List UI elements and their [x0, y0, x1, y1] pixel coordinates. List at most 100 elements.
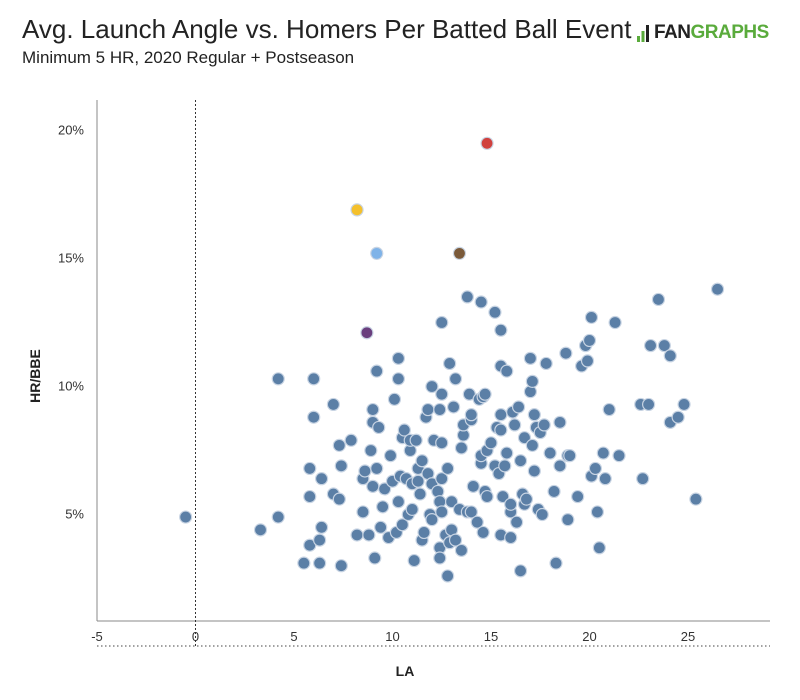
data-point: [504, 530, 518, 545]
data-point: [464, 408, 478, 422]
data-point: [372, 420, 386, 435]
data-point: [549, 556, 563, 570]
chart-subtitle: Minimum 5 HR, 2020 Regular + Postseason: [22, 48, 355, 67]
data-point: [446, 400, 461, 414]
y-tick-labels: 5% 10% 15% 20%: [58, 123, 84, 522]
data-point: [387, 392, 402, 406]
data-point: [657, 338, 671, 353]
data-point: [608, 315, 622, 330]
data-point: [671, 410, 685, 424]
data-point: [366, 479, 380, 493]
x-axis-label: LA: [396, 663, 415, 679]
data-point: [476, 525, 490, 540]
data-point: [527, 408, 541, 422]
data-point: [517, 431, 532, 445]
data-point: [513, 454, 528, 468]
data-point: [391, 351, 406, 365]
data-point: [435, 315, 449, 330]
y-tick-label: 10%: [58, 379, 84, 394]
data-point: [405, 502, 419, 516]
data-point: [478, 387, 492, 401]
data-point: [494, 423, 508, 437]
data-point: [500, 446, 514, 460]
data-point: [334, 459, 348, 473]
highlighted-data-point: [370, 246, 384, 260]
data-point: [313, 556, 327, 570]
x-tick-label: 5: [290, 629, 297, 644]
data-point: [464, 505, 478, 519]
data-point: [425, 513, 439, 527]
data-point: [553, 459, 567, 473]
data-point: [344, 433, 358, 447]
data-point: [445, 495, 459, 509]
data-point: [494, 323, 508, 337]
data-point: [411, 474, 425, 488]
data-point: [598, 472, 612, 486]
data-point: [307, 372, 321, 386]
data-point: [391, 372, 406, 386]
data-point: [511, 400, 526, 414]
data-point: [527, 464, 541, 478]
data-point: [441, 569, 455, 583]
data-point: [271, 372, 285, 386]
highlighted-data-point: [480, 136, 494, 150]
data-point: [561, 513, 575, 527]
data-point: [334, 559, 348, 573]
fangraphs-logo: FANGRAPHS: [636, 20, 769, 46]
data-point: [543, 446, 557, 460]
data-point: [413, 487, 427, 501]
logo-text-fan: FAN: [654, 22, 691, 43]
data-point: [417, 525, 431, 540]
data-point: [370, 461, 384, 476]
data-points: [179, 136, 725, 583]
data-point: [677, 397, 691, 412]
data-point: [636, 472, 650, 486]
data-point: [641, 397, 656, 412]
data-point: [395, 518, 409, 532]
data-point: [409, 433, 423, 447]
data-point: [584, 310, 599, 324]
data-point: [303, 489, 317, 504]
highlighted-data-point: [360, 326, 374, 340]
data-point: [500, 364, 514, 378]
data-point: [435, 472, 449, 486]
data-point: [651, 292, 666, 307]
data-point: [498, 459, 512, 473]
chart-title: Avg. Launch Angle vs. Homers Per Batted …: [22, 14, 632, 44]
data-point: [537, 418, 551, 432]
data-point: [376, 500, 390, 514]
y-tick-label: 5%: [65, 507, 84, 522]
data-point: [313, 533, 327, 547]
data-point: [391, 495, 406, 509]
data-point: [368, 551, 382, 565]
y-tick-label: 20%: [58, 123, 84, 138]
data-point: [271, 510, 285, 524]
data-point: [559, 346, 573, 360]
data-point: [519, 492, 534, 506]
data-point: [592, 541, 606, 555]
data-point: [370, 364, 384, 378]
data-point: [415, 454, 429, 468]
data-point: [356, 505, 370, 519]
data-point: [421, 402, 435, 417]
data-point: [535, 507, 549, 522]
data-point: [494, 408, 508, 422]
data-point: [433, 402, 447, 417]
data-point: [484, 436, 498, 450]
data-point: [563, 449, 577, 463]
data-point: [366, 402, 380, 417]
axes: [96, 100, 770, 647]
data-point: [523, 351, 538, 365]
highlighted-data-point: [452, 246, 467, 260]
x-tick-label: 20: [582, 629, 596, 644]
data-point: [689, 492, 703, 506]
data-point: [525, 438, 539, 452]
data-point: [470, 515, 484, 529]
fangraphs-bars-icon: [637, 25, 649, 42]
x-tick-label: 15: [484, 629, 498, 644]
data-point: [582, 333, 597, 348]
logo-text-graphs: GRAPHS: [690, 22, 770, 43]
data-point: [454, 441, 469, 455]
data-point: [553, 415, 567, 429]
